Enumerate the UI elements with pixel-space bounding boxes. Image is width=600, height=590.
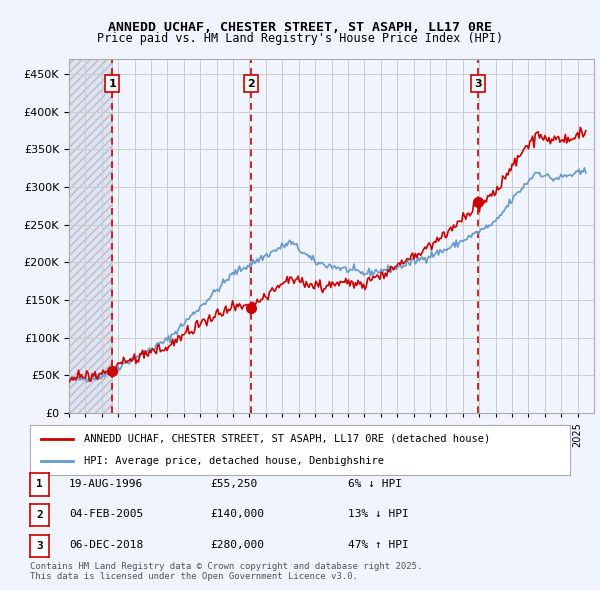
Text: £140,000: £140,000	[210, 510, 264, 519]
Text: 04-FEB-2005: 04-FEB-2005	[69, 510, 143, 519]
Text: 3: 3	[36, 541, 43, 550]
Text: ANNEDD UCHAF, CHESTER STREET, ST ASAPH, LL17 0RE (detached house): ANNEDD UCHAF, CHESTER STREET, ST ASAPH, …	[84, 434, 490, 444]
Text: 6% ↓ HPI: 6% ↓ HPI	[348, 479, 402, 489]
Text: 1: 1	[109, 79, 116, 88]
Text: 06-DEC-2018: 06-DEC-2018	[69, 540, 143, 550]
Text: 3: 3	[474, 79, 482, 88]
Text: Contains HM Land Registry data © Crown copyright and database right 2025.
This d: Contains HM Land Registry data © Crown c…	[30, 562, 422, 581]
Text: 2: 2	[247, 79, 255, 88]
Text: £55,250: £55,250	[210, 479, 257, 489]
Text: £280,000: £280,000	[210, 540, 264, 550]
Bar	[69, 59, 112, 413]
Text: ANNEDD UCHAF, CHESTER STREET, ST ASAPH, LL17 0RE: ANNEDD UCHAF, CHESTER STREET, ST ASAPH, …	[108, 21, 492, 34]
Text: 2: 2	[36, 510, 43, 520]
Text: 19-AUG-1996: 19-AUG-1996	[69, 479, 143, 489]
Text: 13% ↓ HPI: 13% ↓ HPI	[348, 510, 409, 519]
Text: 47% ↑ HPI: 47% ↑ HPI	[348, 540, 409, 550]
Text: Price paid vs. HM Land Registry's House Price Index (HPI): Price paid vs. HM Land Registry's House …	[97, 32, 503, 45]
Text: HPI: Average price, detached house, Denbighshire: HPI: Average price, detached house, Denb…	[84, 456, 384, 466]
Text: 1: 1	[36, 480, 43, 489]
